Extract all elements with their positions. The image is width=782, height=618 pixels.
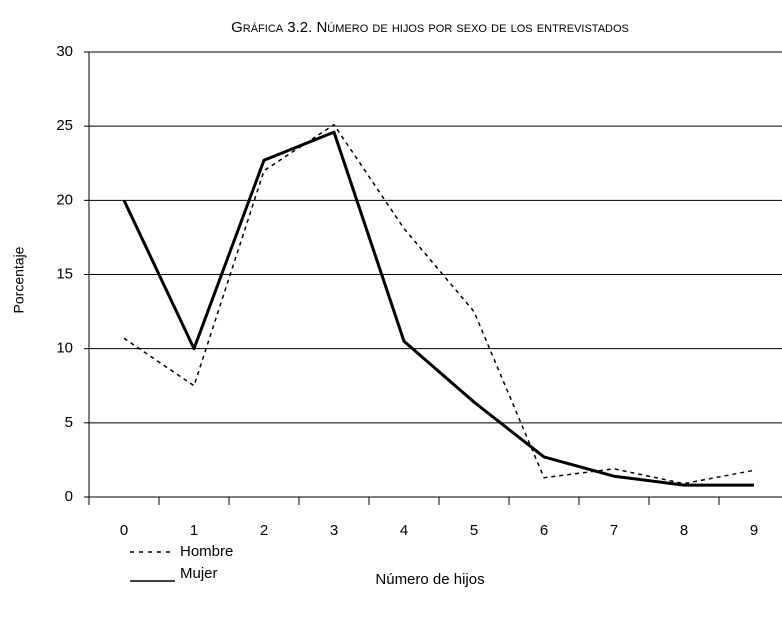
y-tick-label: 10: [56, 340, 73, 357]
y-tick-label: 25: [56, 117, 73, 134]
series-line: [123, 123, 755, 485]
legend-label: Hombre: [180, 543, 233, 560]
x-tick-label: 8: [680, 522, 688, 539]
x-tick-label: 7: [610, 522, 618, 539]
x-axis-label: Número de hijos: [375, 571, 484, 588]
legend-label: Mujer: [180, 565, 218, 582]
series-line: [122, 130, 754, 487]
x-tick-label: 6: [540, 522, 548, 539]
x-tick-label: 4: [400, 522, 408, 539]
y-tick-label: 0: [65, 488, 73, 505]
x-tick-label: 1: [190, 522, 198, 539]
y-tick-label: 20: [56, 191, 73, 208]
x-tick-label: 5: [470, 522, 478, 539]
x-tick-label: 3: [330, 522, 338, 539]
x-tick-label: 9: [750, 522, 758, 539]
chart-title: Gráfica 3.2. Número de hijos por sexo de…: [231, 19, 629, 36]
y-axis-label: Porcentaje: [11, 246, 27, 313]
x-tick-label: 0: [120, 522, 128, 539]
y-tick-label: 30: [56, 43, 73, 60]
y-tick-label: 5: [65, 414, 73, 431]
y-tick-label: 15: [56, 265, 73, 282]
x-tick-label: 2: [260, 522, 268, 539]
